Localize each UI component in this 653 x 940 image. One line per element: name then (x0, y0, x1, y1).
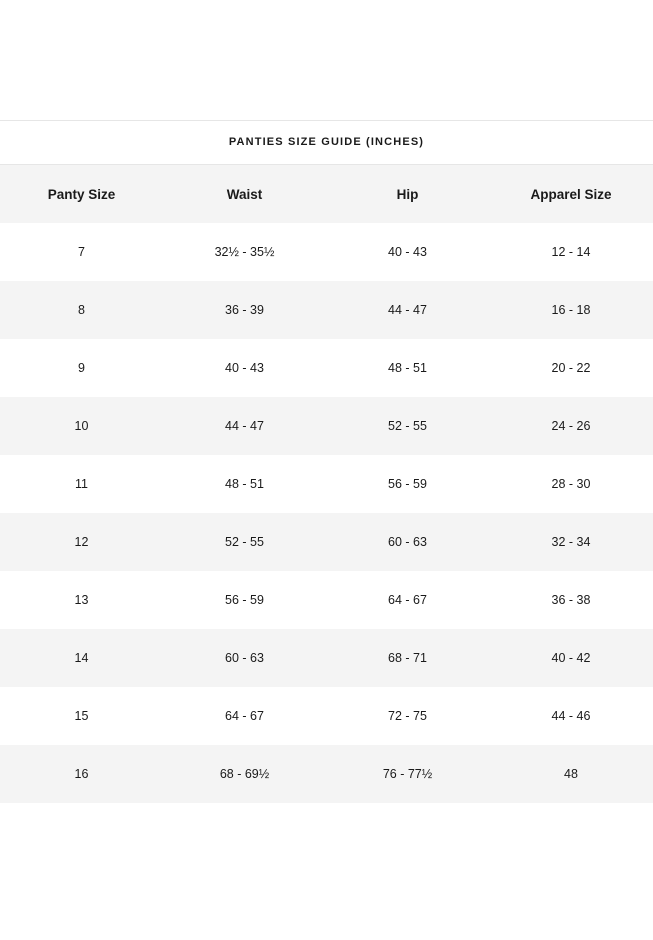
table-caption-row: PANTIES SIZE GUIDE (INCHES) (0, 120, 653, 165)
cell-waist: 48 - 51 (163, 455, 326, 513)
table-row: 9 40 - 43 48 - 51 20 - 22 (0, 339, 653, 397)
table-row: 12 52 - 55 60 - 63 32 - 34 (0, 513, 653, 571)
cell-apparel-size: 32 - 34 (489, 513, 653, 571)
cell-panty-size: 11 (0, 455, 163, 513)
cell-hip: 64 - 67 (326, 571, 489, 629)
cell-apparel-size: 44 - 46 (489, 687, 653, 745)
cell-waist: 60 - 63 (163, 629, 326, 687)
table-caption-cell: PANTIES SIZE GUIDE (INCHES) (0, 120, 653, 165)
column-header-apparel-size: Apparel Size (489, 164, 653, 223)
cell-waist: 68 - 69½ (163, 745, 326, 803)
cell-panty-size: 14 (0, 629, 163, 687)
column-header-waist: Waist (163, 164, 326, 223)
column-header-hip: Hip (326, 164, 489, 223)
cell-apparel-size: 36 - 38 (489, 571, 653, 629)
table-row: 11 48 - 51 56 - 59 28 - 30 (0, 455, 653, 513)
cell-hip: 56 - 59 (326, 455, 489, 513)
table-row: 14 60 - 63 68 - 71 40 - 42 (0, 629, 653, 687)
cell-apparel-size: 12 - 14 (489, 223, 653, 281)
cell-panty-size: 15 (0, 687, 163, 745)
cell-hip: 72 - 75 (326, 687, 489, 745)
cell-hip: 48 - 51 (326, 339, 489, 397)
table-row: 7 32½ - 35½ 40 - 43 12 - 14 (0, 223, 653, 281)
cell-panty-size: 10 (0, 397, 163, 455)
cell-waist: 32½ - 35½ (163, 223, 326, 281)
cell-waist: 44 - 47 (163, 397, 326, 455)
cell-panty-size: 12 (0, 513, 163, 571)
cell-panty-size: 7 (0, 223, 163, 281)
table-header-row: Panty Size Waist Hip Apparel Size (0, 164, 653, 223)
column-header-panty-size: Panty Size (0, 164, 163, 223)
cell-panty-size: 9 (0, 339, 163, 397)
cell-panty-size: 13 (0, 571, 163, 629)
cell-waist: 40 - 43 (163, 339, 326, 397)
cell-hip: 44 - 47 (326, 281, 489, 339)
cell-panty-size: 16 (0, 745, 163, 803)
top-whitespace (0, 0, 653, 120)
cell-apparel-size: 48 (489, 745, 653, 803)
table-row: 15 64 - 67 72 - 75 44 - 46 (0, 687, 653, 745)
table-row: 8 36 - 39 44 - 47 16 - 18 (0, 281, 653, 339)
cell-apparel-size: 28 - 30 (489, 455, 653, 513)
cell-waist: 64 - 67 (163, 687, 326, 745)
cell-hip: 60 - 63 (326, 513, 489, 571)
cell-hip: 52 - 55 (326, 397, 489, 455)
cell-waist: 36 - 39 (163, 281, 326, 339)
panties-size-guide-table: PANTIES SIZE GUIDE (INCHES) Panty Size Wa… (0, 120, 653, 803)
cell-hip: 68 - 71 (326, 629, 489, 687)
cell-panty-size: 8 (0, 281, 163, 339)
cell-apparel-size: 40 - 42 (489, 629, 653, 687)
cell-hip: 76 - 77½ (326, 745, 489, 803)
cell-hip: 40 - 43 (326, 223, 489, 281)
cell-apparel-size: 16 - 18 (489, 281, 653, 339)
cell-apparel-size: 24 - 26 (489, 397, 653, 455)
cell-waist: 56 - 59 (163, 571, 326, 629)
table-row: 10 44 - 47 52 - 55 24 - 26 (0, 397, 653, 455)
cell-waist: 52 - 55 (163, 513, 326, 571)
table-caption-text: PANTIES SIZE GUIDE (INCHES) (228, 136, 425, 148)
table-row: 16 68 - 69½ 76 - 77½ 48 (0, 745, 653, 803)
cell-apparel-size: 20 - 22 (489, 339, 653, 397)
table-row: 13 56 - 59 64 - 67 36 - 38 (0, 571, 653, 629)
